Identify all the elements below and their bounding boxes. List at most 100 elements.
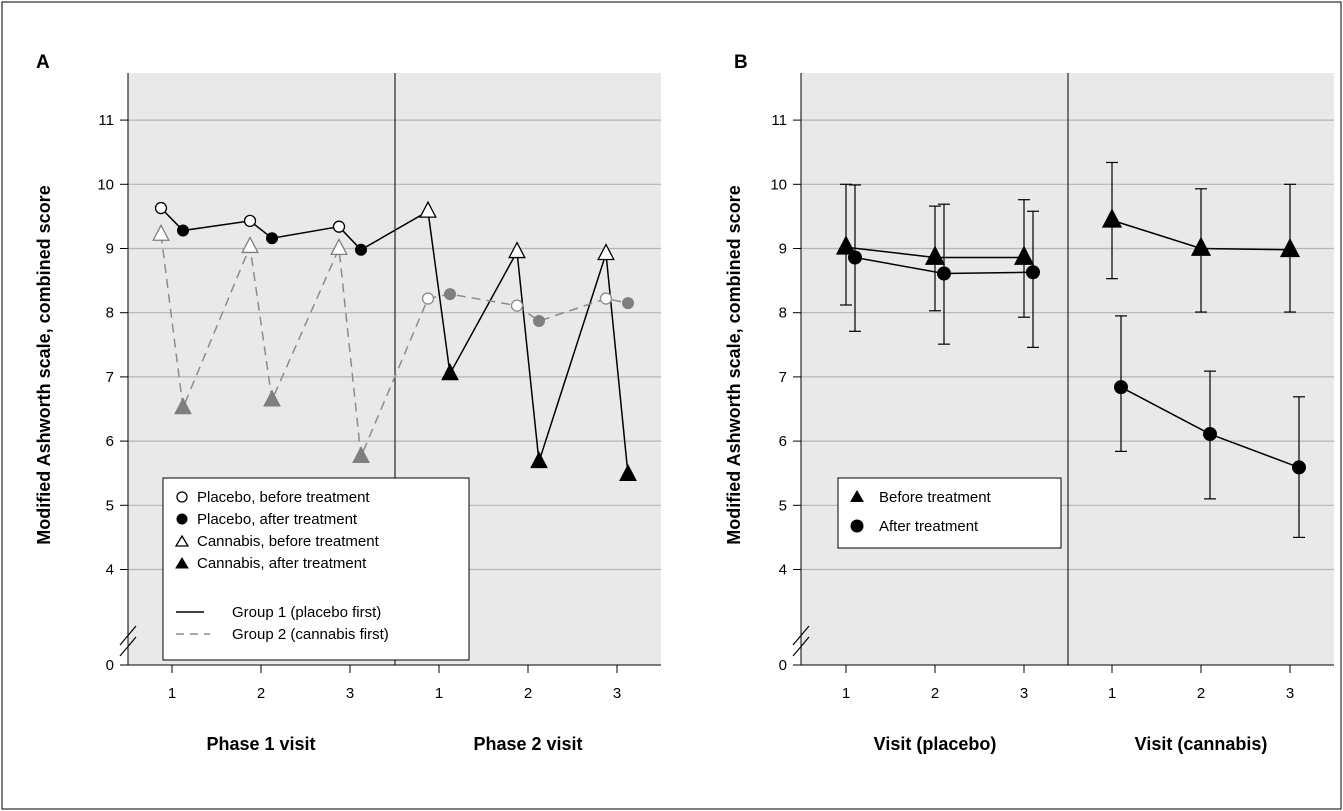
point-cannabis-after	[530, 451, 548, 469]
y-tick-label: 8	[106, 305, 114, 322]
panel-a-x-ticks: 1 2 3 1 2 3	[168, 665, 621, 702]
x-tick-label: 3	[613, 685, 621, 702]
panel-a-legend-box	[162, 477, 470, 661]
panel-b-y-axis-label: Modified Ashworth scale, combined score	[724, 185, 744, 544]
panel-b-x-group-label-2: Visit (cannabis)	[1135, 734, 1268, 754]
x-tick-label: 1	[1108, 685, 1116, 702]
point-after-treatment	[1026, 265, 1040, 280]
x-tick-label: 3	[1286, 685, 1294, 702]
panel-a-x-group-label-1: Phase 1 visit	[206, 734, 315, 754]
point-before-treatment	[835, 235, 857, 255]
point-cannabis-before	[419, 200, 437, 218]
legend-placebo-after-icon	[176, 513, 188, 525]
point-cannabis-after	[263, 389, 281, 407]
y-tick-label: 0	[106, 657, 114, 674]
y-tick-label: 7	[779, 369, 787, 386]
legend-after-treatment-icon	[850, 519, 864, 533]
x-tick-label: 2	[524, 685, 532, 702]
x-tick-label: 3	[346, 685, 354, 702]
panel-a-markers	[152, 200, 637, 481]
group-2-line	[160, 234, 629, 460]
point-before-treatment	[1279, 237, 1301, 258]
y-tick-label: 6	[779, 433, 787, 450]
point-cannabis-after	[174, 397, 192, 415]
legend-group1: Group 1 (placebo first)	[232, 604, 381, 621]
point-cannabis-after	[619, 463, 637, 481]
y-tick-label: 4	[779, 562, 787, 579]
point-cannabis-before	[330, 237, 348, 255]
x-tick-label: 2	[931, 685, 939, 702]
legend-cannabis-after: Cannabis, after treatment	[197, 555, 367, 572]
legend-group2: Group 2 (cannabis first)	[232, 626, 389, 643]
y-tick-label: 8	[779, 305, 787, 322]
y-tick-label: 6	[106, 433, 114, 450]
legend-placebo-after: Placebo, after treatment	[197, 511, 358, 528]
point-after-treatment	[848, 250, 862, 265]
y-tick-label: 7	[106, 369, 114, 386]
panel-a-legend: Placebo, before treatment Placebo, after…	[162, 477, 470, 661]
panel-b-x-group-label-1: Visit (placebo)	[874, 734, 997, 754]
point-cannabis-before	[597, 243, 615, 261]
point-placebo-after	[622, 297, 634, 310]
point-placebo-before	[332, 220, 346, 233]
y-tick-label: 9	[106, 241, 114, 258]
point-placebo-after	[266, 232, 278, 245]
group-1-line	[160, 207, 629, 475]
point-placebo-after	[177, 224, 189, 237]
y-tick-label: 4	[106, 562, 114, 579]
x-tick-label: 3	[1020, 685, 1028, 702]
y-tick-label: 10	[97, 176, 114, 193]
y-tick-label: 11	[771, 112, 787, 129]
point-before-treatment	[924, 245, 946, 265]
y-tick-label: 0	[779, 657, 787, 674]
panel-b-legend-box	[837, 477, 1062, 549]
legend-after-treatment: After treatment	[879, 518, 979, 535]
point-after-treatment	[1292, 460, 1306, 475]
panel-a-axis-break	[119, 625, 137, 657]
y-tick-label: 11	[98, 112, 114, 129]
y-tick-label: 5	[779, 497, 787, 514]
x-tick-label: 1	[435, 685, 443, 702]
panel-b-x-ticks: 1 2 3 1 2 3	[842, 665, 1294, 702]
x-tick-label: 1	[842, 685, 850, 702]
panel-a-label: A	[36, 52, 50, 73]
point-placebo-after	[533, 315, 545, 328]
point-after-treatment	[1203, 427, 1217, 442]
y-tick-label: 9	[779, 241, 787, 258]
panel-a-x-group-label-2: Phase 2 visit	[473, 734, 582, 754]
panel-a-series-lines	[160, 207, 629, 475]
point-cannabis-before	[508, 241, 526, 259]
point-placebo-after	[355, 243, 367, 256]
legend-placebo-before-icon	[176, 491, 188, 503]
legend-cannabis-before-icon	[174, 534, 190, 547]
point-placebo-before	[154, 201, 168, 215]
legend-before-treatment: Before treatment	[879, 489, 992, 506]
x-tick-label: 2	[257, 685, 265, 702]
panel-a-y-ticks: 0 4 5 6 7 8 9 10 11	[97, 112, 128, 674]
point-before-treatment	[1101, 208, 1123, 228]
point-cannabis-after	[352, 446, 370, 464]
point-placebo-before	[510, 299, 524, 312]
y-tick-label: 10	[770, 176, 787, 193]
point-placebo-before	[599, 292, 613, 305]
x-tick-label: 2	[1197, 685, 1205, 702]
point-cannabis-before	[241, 236, 259, 254]
x-tick-label: 1	[168, 685, 176, 702]
panel-b-label: B	[734, 52, 748, 73]
point-cannabis-before	[152, 223, 170, 241]
point-placebo-before	[243, 214, 257, 228]
panel-b-y-ticks: 0 4 5 6 7 8 9 10 11	[770, 112, 801, 674]
y-tick-label: 5	[106, 497, 114, 514]
legend-cannabis-after-icon	[175, 557, 189, 569]
legend-before-treatment-icon	[850, 490, 864, 502]
panel-a-y-axis-label: Modified Ashworth scale, combined score	[34, 185, 54, 544]
point-placebo-before	[421, 292, 435, 305]
panel-b-legend: Before treatment After treatment	[837, 477, 1062, 549]
panel-b-axis-break	[792, 625, 810, 657]
legend-placebo-before: Placebo, before treatment	[197, 489, 370, 506]
panel-b-markers	[835, 208, 1306, 475]
